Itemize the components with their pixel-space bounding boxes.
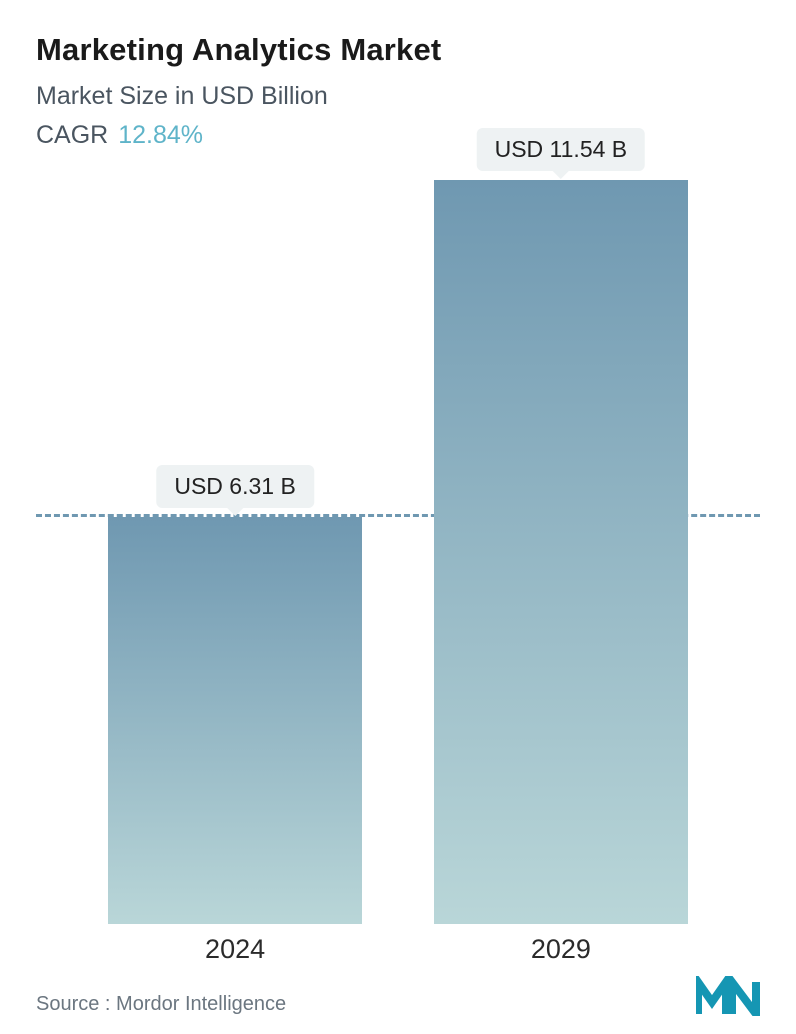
cagr-value: 12.84%	[118, 121, 203, 149]
cagr-row: CAGR 12.84%	[36, 121, 760, 150]
x-axis-label: 2024	[205, 934, 265, 965]
bar-2029: USD 11.54 B	[434, 180, 687, 924]
plot: USD 6.31 B USD 11.54 B	[36, 180, 760, 924]
value-badge: USD 11.54 B	[477, 128, 646, 171]
bar-fill	[108, 517, 361, 924]
cagr-label: CAGR	[36, 121, 108, 149]
x-axis-labels: 2024 2029	[36, 934, 760, 974]
bar-2024: USD 6.31 B	[108, 517, 361, 924]
chart-subtitle: Market Size in USD Billion	[36, 82, 760, 111]
x-axis-label: 2029	[531, 934, 591, 965]
value-badge: USD 6.31 B	[156, 465, 313, 508]
brand-logo-icon	[696, 976, 760, 1016]
footer: Source : Mordor Intelligence	[36, 976, 760, 1016]
source-text: Source : Mordor Intelligence	[36, 993, 286, 1016]
chart-title: Marketing Analytics Market	[36, 32, 760, 68]
bar-fill	[434, 180, 687, 924]
chart-area: USD 6.31 B USD 11.54 B	[36, 180, 760, 924]
